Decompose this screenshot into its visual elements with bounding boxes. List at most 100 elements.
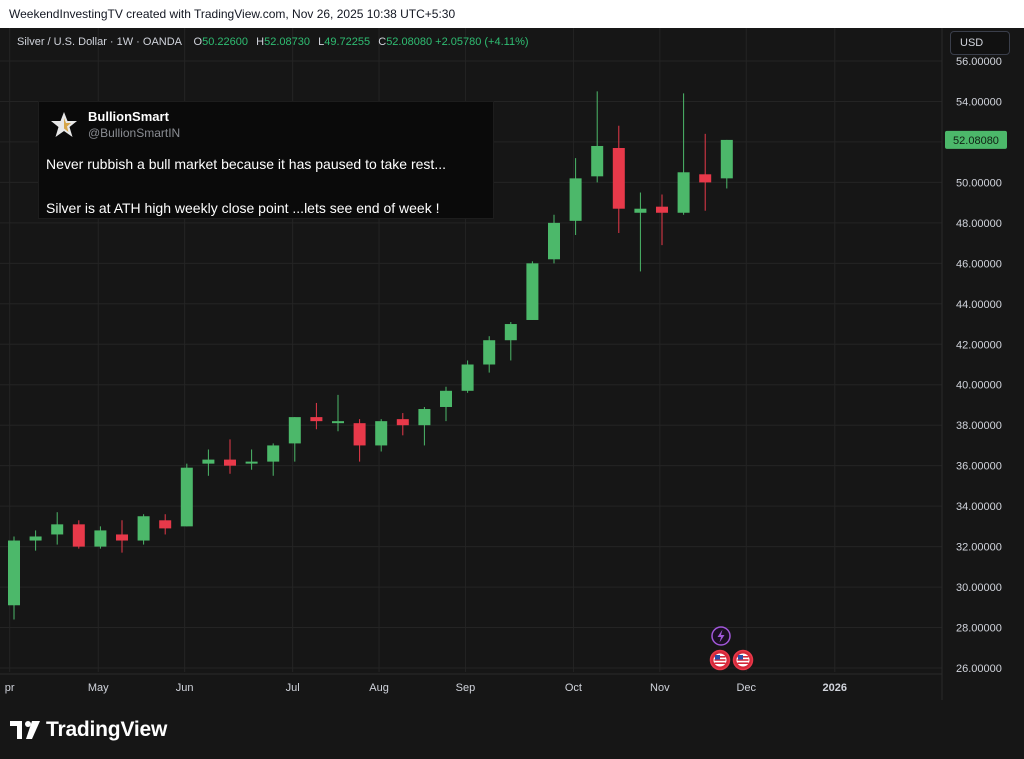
candle-body xyxy=(677,172,690,213)
candle[interactable] xyxy=(29,530,42,551)
candle-body xyxy=(591,145,604,177)
us-flag-icon[interactable] xyxy=(732,649,754,671)
open-key: O xyxy=(193,36,203,48)
candle-body xyxy=(461,364,474,391)
candle[interactable] xyxy=(267,443,280,476)
candle[interactable] xyxy=(569,158,582,236)
time-tick-label: Jun xyxy=(176,682,194,694)
candle[interactable] xyxy=(353,419,366,462)
price-tick-label: 34.00000 xyxy=(956,501,1002,513)
candle[interactable] xyxy=(116,520,128,553)
currency-button[interactable]: USD xyxy=(950,31,1010,55)
candle[interactable] xyxy=(51,512,64,545)
candle[interactable] xyxy=(720,139,733,189)
candle[interactable] xyxy=(440,386,452,422)
candle-body xyxy=(634,208,647,213)
change-value: +2.05780 (+4.11%) xyxy=(435,36,529,48)
candle-body xyxy=(418,409,431,426)
price-tick-label: 30.00000 xyxy=(956,582,1002,594)
time-tick-label: Dec xyxy=(736,682,756,694)
candle-body xyxy=(396,419,409,426)
close-value: 52.08080 xyxy=(386,36,433,48)
candles-layer xyxy=(8,91,733,620)
candle[interactable] xyxy=(591,91,604,183)
price-tick-label: 26.00000 xyxy=(956,663,1002,675)
candle[interactable] xyxy=(504,322,517,361)
low-value: 49.72255 xyxy=(324,36,371,48)
high-key: H xyxy=(256,36,265,48)
candle-body xyxy=(202,459,215,464)
candle[interactable] xyxy=(699,133,712,211)
candle[interactable] xyxy=(418,406,431,446)
candle[interactable] xyxy=(612,125,625,233)
candle[interactable] xyxy=(483,336,496,373)
open-value: 50.22600 xyxy=(202,36,248,48)
candle-body xyxy=(569,178,582,221)
candle[interactable] xyxy=(375,419,388,452)
candle-body xyxy=(29,536,42,541)
tradingview-wordmark: TradingView xyxy=(46,718,168,741)
time-tick-label: Oct xyxy=(565,682,582,694)
price-tick-label: 28.00000 xyxy=(956,623,1002,635)
candle[interactable] xyxy=(332,394,344,432)
candle[interactable] xyxy=(8,536,20,620)
last-price-badge xyxy=(945,130,1007,149)
close-key: C xyxy=(378,36,387,48)
candle[interactable] xyxy=(94,526,107,549)
candle[interactable] xyxy=(526,261,539,320)
candle[interactable] xyxy=(159,514,172,535)
candle-body xyxy=(159,520,172,529)
tweet-text-line-2: Silver is at ATH high weekly close point… xyxy=(46,200,440,216)
candle[interactable] xyxy=(224,439,236,474)
price-tick-label: 48.00000 xyxy=(956,218,1002,230)
time-tick-label: Jul xyxy=(286,682,300,694)
candle[interactable] xyxy=(677,93,690,215)
candle-body xyxy=(612,148,625,209)
star-logo-icon xyxy=(51,112,77,137)
time-tick-label: Sep xyxy=(456,682,476,694)
symbol-name: Silver / U.S. Dollar · 1W · OANDA xyxy=(17,36,182,48)
candle[interactable] xyxy=(288,417,301,462)
candle-body xyxy=(504,324,517,341)
time-tick-label: pr xyxy=(5,682,15,694)
candle-body xyxy=(332,421,344,424)
candle-body xyxy=(224,459,236,466)
candle[interactable] xyxy=(137,514,150,545)
candle[interactable] xyxy=(310,402,323,430)
tweet-author-name: BullionSmart xyxy=(88,109,169,124)
candle[interactable] xyxy=(634,192,647,272)
tradingview-logo[interactable]: TradingView xyxy=(10,718,167,742)
candle[interactable] xyxy=(72,520,85,549)
price-tick-label: 46.00000 xyxy=(956,258,1002,270)
tradingview-icon xyxy=(10,721,40,739)
candle-body xyxy=(526,263,539,320)
last-price-marker: 52.08080 xyxy=(945,130,1007,149)
lightning-icon[interactable] xyxy=(711,626,731,646)
attribution-text: WeekendInvestingTV created with TradingV… xyxy=(9,7,456,21)
candle-body xyxy=(8,540,20,606)
price-tick-label: 40.00000 xyxy=(956,380,1002,392)
tweet-author-handle: @BullionSmartIN xyxy=(88,126,181,140)
candle[interactable] xyxy=(245,449,258,470)
candle-body xyxy=(483,340,496,365)
price-axis: 26.00000 28.00000 30.00000 32.00000 34.00000… xyxy=(941,28,1002,700)
candle[interactable] xyxy=(180,463,193,527)
candle-body xyxy=(699,174,712,183)
symbol-legend: Silver / U.S. Dollar · 1W · OANDA O50.22… xyxy=(17,36,529,48)
high-value: 52.08730 xyxy=(264,36,310,48)
candle[interactable] xyxy=(396,413,409,436)
candle-body xyxy=(656,206,668,213)
candle-body xyxy=(180,467,193,527)
candle-body xyxy=(288,417,301,444)
candle-body xyxy=(353,423,366,446)
time-axis: pr May Jun Jul Aug Sep Oct Nov Dec 2026 xyxy=(0,673,942,694)
candle[interactable] xyxy=(548,214,560,264)
currency-label: USD xyxy=(960,37,984,49)
candle-body xyxy=(720,139,733,179)
us-flag-icon[interactable] xyxy=(709,649,731,671)
candle-body xyxy=(267,445,280,462)
candle[interactable] xyxy=(202,449,215,476)
candle[interactable] xyxy=(656,194,668,246)
low-key: L xyxy=(318,36,325,48)
candle[interactable] xyxy=(461,360,474,393)
